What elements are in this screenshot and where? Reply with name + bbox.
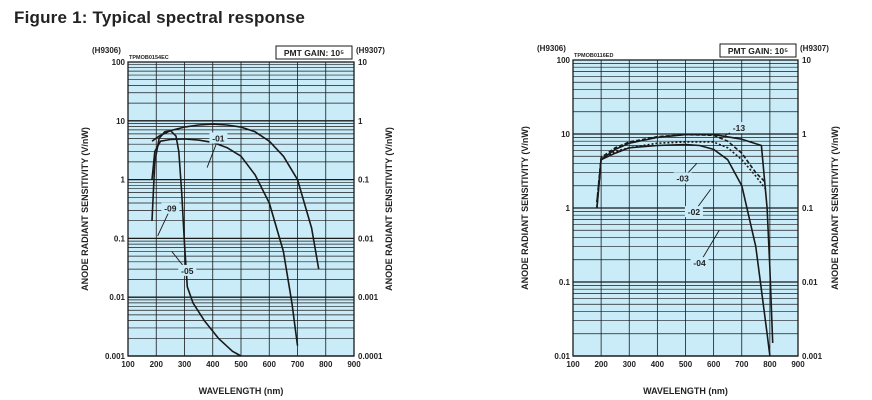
y-tick-label-left: 1: [566, 204, 571, 213]
y-tick-label-right: 0.01: [358, 234, 374, 243]
series-label-bg-04: [690, 257, 709, 269]
pmt-gain-badge: [719, 43, 797, 58]
series-label-13: -13: [733, 123, 746, 133]
y-tick-label-right: 10: [358, 58, 367, 67]
x-tick-label: 200: [150, 360, 164, 369]
y-axis-title-left: ANODE RADIANT SENSITIVITY (V/nW): [80, 127, 90, 291]
x-tick-label: 400: [206, 360, 220, 369]
y-tick-label-right: 0.001: [358, 293, 379, 302]
y-tick-label-right: 0.0001: [358, 352, 383, 361]
model-label-left: (H9306): [537, 44, 566, 53]
series-line-02: [596, 141, 767, 203]
y-tick-label-right: 1: [802, 130, 807, 139]
x-tick-label: 300: [623, 360, 637, 369]
series-label-bg-09: [161, 202, 180, 214]
x-tick-label: 400: [651, 360, 665, 369]
y-tick-label-left: 0.1: [559, 278, 571, 287]
x-axis-title: WAVELENGTH (nm): [643, 386, 728, 396]
y-tick-label-right: 0.1: [802, 204, 814, 213]
series-line-01: [151, 123, 320, 270]
x-tick-label: 900: [347, 360, 361, 369]
y-tick-label-left: 0.1: [114, 234, 126, 243]
y-tick-label-right: 1: [358, 117, 363, 126]
x-tick-label: 600: [263, 360, 277, 369]
model-label-left: (H9306): [92, 46, 121, 55]
series-label-09: -09: [164, 204, 177, 214]
x-tick-label: 700: [735, 360, 749, 369]
figure-code: TPMOB0116ED: [574, 53, 613, 59]
x-tick-label: 800: [763, 360, 777, 369]
y-tick-label-left: 100: [112, 58, 126, 67]
spectral-chart-left: 100 200 300 400 500 600 700 800 900 0.001 0.01 0.1 1…: [80, 45, 394, 396]
series-line-05: [151, 138, 299, 346]
x-tick-label: 500: [679, 360, 693, 369]
series-label-bg-02: [684, 206, 703, 218]
y-tick-label-right: 10: [802, 56, 811, 65]
y-tick-label-left: 100: [557, 56, 571, 65]
spectral-chart-right: 100 200 300 400 500 600 700 800 9000.010.1110100…: [520, 43, 840, 396]
x-tick-label: 300: [178, 360, 192, 369]
y-tick-label-right: 0.1: [358, 176, 370, 185]
series-label-bg-13: [729, 122, 748, 134]
x-axis-title: WAVELENGTH (nm): [199, 386, 284, 396]
y-tick-label-right: 0.001: [802, 352, 823, 361]
series-line-03: [596, 133, 765, 203]
series-label-bg-03: [673, 172, 692, 184]
y-tick-label-right: 0.01: [802, 278, 818, 287]
series-line-04: [596, 143, 771, 357]
series-label-bg-01: [209, 132, 228, 144]
series-label-01: -01: [212, 134, 225, 144]
y-axis-title-right: ANODE RADIANT SENSITIVITY (V/nW): [384, 127, 394, 291]
x-tick-label: 600: [707, 360, 721, 369]
x-tick-label: 800: [319, 360, 333, 369]
series-label-03: -03: [677, 174, 690, 184]
y-axis-title-left: ANODE RADIANT SENSITIVITY (V/nW): [520, 126, 530, 290]
y-tick-label-left: 0.01: [109, 293, 125, 302]
y-tick-label-left: 1: [121, 176, 126, 185]
y-tick-label-left: 10: [116, 117, 125, 126]
x-tick-label: 100: [121, 360, 135, 369]
series-label-02: -02: [688, 207, 701, 217]
x-tick-label: 500: [234, 360, 248, 369]
series-label-bg-05: [178, 264, 197, 276]
x-tick-label: 100: [566, 360, 580, 369]
series-label-05: -05: [181, 266, 194, 276]
pmt-gain-badge: [275, 45, 353, 60]
y-tick-label-left: 0.001: [105, 352, 126, 361]
x-tick-label: 900: [791, 360, 805, 369]
model-label-right: (H9307): [356, 46, 385, 55]
figure-code: TPMOB0154EC: [129, 55, 169, 61]
y-tick-label-left: 10: [561, 130, 570, 139]
series-label-04: -04: [693, 258, 706, 268]
x-tick-label: 700: [291, 360, 305, 369]
figure-title: Figure 1: Typical spectral response: [14, 8, 306, 27]
pmt-gain-text: PMT GAIN: 10⁵: [728, 46, 788, 56]
plot-frame: [572, 59, 799, 357]
y-axis-title-right: ANODE RADIANT SENSITIVITY (V/nW): [830, 126, 840, 290]
series-line-09: [151, 129, 242, 357]
pmt-gain-text: PMT GAIN: 10⁵: [284, 48, 344, 58]
y-tick-label-left: 0.01: [554, 352, 570, 361]
model-label-right: (H9307): [800, 44, 829, 53]
x-tick-label: 200: [594, 360, 608, 369]
